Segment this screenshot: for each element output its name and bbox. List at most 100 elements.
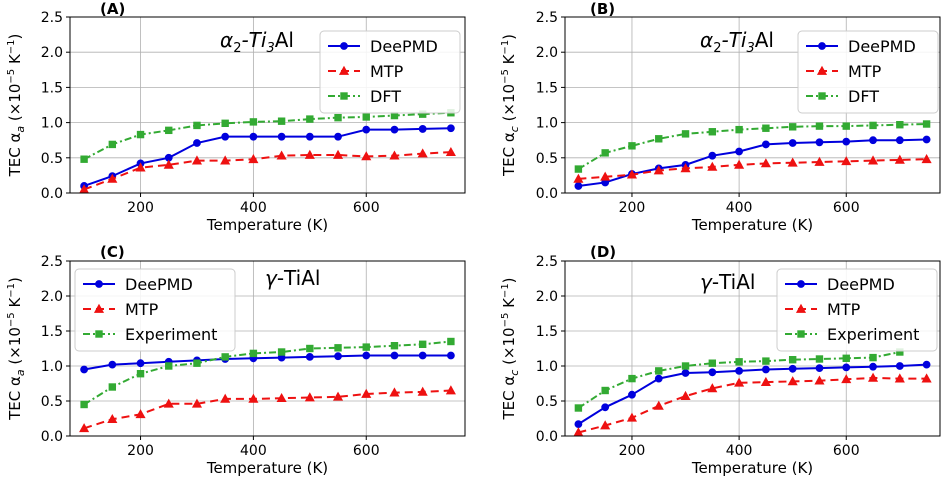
data-point-mtp (841, 156, 852, 166)
data-point-experiment (249, 349, 258, 358)
data-point-deepmd (708, 151, 717, 160)
data-point-mtp (248, 393, 259, 403)
data-point-dft (80, 155, 88, 163)
data-point-mtp (600, 420, 611, 430)
legend-marker-dft (818, 92, 826, 100)
y-tick-label: 2.0 (41, 289, 63, 305)
data-point-experiment (136, 370, 145, 378)
y-tick-label: 2.0 (536, 289, 558, 305)
data-point-mtp (680, 390, 691, 400)
panel-label: (D) (590, 243, 616, 261)
data-point-dft (249, 118, 258, 126)
data-point-experiment (842, 354, 850, 363)
data-point-deepmd (334, 132, 342, 141)
data-point-deepmd (390, 125, 399, 134)
data-point-deepmd (446, 351, 455, 360)
y-axis-label: TEC αc (×10−5 K−1) (500, 34, 521, 177)
data-point-deepmd (362, 351, 371, 360)
legend-entry-dft: DFT (848, 87, 879, 106)
legend-entry-experiment: Experiment (125, 325, 217, 344)
data-point-deepmd (446, 124, 455, 133)
data-point-mtp (921, 153, 932, 164)
y-tick-label: 2.5 (536, 254, 558, 270)
data-point-mtp (191, 398, 203, 408)
data-point-deepmd (108, 360, 117, 369)
data-point-deepmd (418, 125, 427, 133)
y-tick-label: 0.5 (536, 394, 558, 410)
data-point-experiment (193, 359, 201, 367)
data-point-experiment (815, 355, 824, 363)
data-point-mtp (107, 173, 118, 183)
y-axis-label: TEC αc (×10−5 K−1) (500, 277, 521, 420)
data-point-experiment (708, 359, 717, 367)
legend-marker-experiment (797, 330, 805, 338)
legend-marker-mtp (816, 65, 828, 75)
legend-marker-mtp (795, 303, 807, 313)
x-tick-label: 600 (833, 200, 860, 216)
data-point-dft (601, 149, 609, 157)
data-point-experiment (681, 362, 690, 370)
data-point-deepmd (681, 369, 690, 377)
data-point-mtp (445, 385, 456, 395)
phase-annotation: α2-Ti3Al (700, 28, 774, 56)
y-tick-label: 0.5 (41, 394, 63, 410)
data-point-deepmd (574, 420, 583, 429)
data-point-mtp (626, 169, 638, 179)
data-point-experiment (418, 340, 427, 349)
data-point-mtp (573, 173, 584, 183)
panel-label: (A) (100, 0, 125, 18)
legend-entry-deepmd: DeePMD (125, 275, 193, 294)
data-point-mtp (787, 376, 798, 386)
data-point-dft (334, 113, 342, 122)
legend-marker-experiment (95, 330, 103, 338)
data-point-deepmd (869, 136, 877, 145)
data-point-experiment (108, 383, 117, 391)
data-point-mtp (814, 375, 825, 385)
data-point-deepmd (761, 365, 770, 374)
data-point-experiment (80, 400, 88, 409)
data-point-mtp (734, 377, 745, 387)
data-point-deepmd (895, 362, 904, 370)
data-point-dft (574, 165, 583, 173)
data-point-mtp (867, 372, 879, 382)
legend-entry-dft: DFT (370, 87, 401, 106)
data-point-dft (362, 113, 370, 121)
data-point-experiment (277, 348, 286, 356)
x-tick-label: 600 (353, 443, 380, 459)
y-tick-label: 1.0 (41, 359, 63, 375)
plot-frame (564, 260, 941, 437)
panel-c: 200 400 600 0.0 0.5 1.0 1.5 2.0 2.5 Temperature (… (6, 243, 466, 477)
data-point-dft (277, 117, 286, 125)
legend-marker-deepmd (95, 280, 103, 288)
data-point-dft (815, 122, 824, 130)
x-tick-label: 600 (353, 200, 380, 216)
data-point-deepmd (305, 132, 314, 141)
legend-entry-deepmd: DeePMD (827, 275, 895, 294)
data-point-deepmd (735, 367, 744, 375)
data-point-mtp (163, 398, 174, 408)
y-tick-label: 0.5 (41, 151, 63, 167)
data-point-mtp (191, 155, 203, 165)
y-tick-label: 1.0 (536, 116, 558, 132)
plot-frame (564, 16, 941, 194)
y-tick-label: 0.0 (536, 186, 558, 202)
data-point-experiment (788, 356, 797, 364)
data-point-deepmd (390, 351, 399, 360)
data-point-mtp (332, 391, 344, 401)
legend-marker-deepmd (818, 42, 826, 50)
data-point-dft (708, 128, 717, 136)
y-axis-label: TEC αa (×10−5 K−1) (6, 34, 27, 178)
data-point-mtp (276, 392, 287, 403)
legend-marker-deepmd (340, 42, 348, 50)
y-tick-label: 2.5 (41, 254, 63, 270)
x-tick-label: 400 (240, 200, 267, 216)
panel-b: 200 400 600 0.0 0.5 1.0 1.5 2.0 2.5 Temperature (… (500, 0, 941, 234)
data-point-deepmd (735, 147, 744, 156)
y-tick-label: 0.0 (536, 429, 558, 445)
data-point-deepmd (249, 132, 258, 141)
data-point-experiment (221, 353, 229, 361)
series-line-deepmd (83, 127, 451, 187)
legend-entry-mtp: MTP (125, 300, 159, 319)
legend-frame (797, 30, 939, 114)
